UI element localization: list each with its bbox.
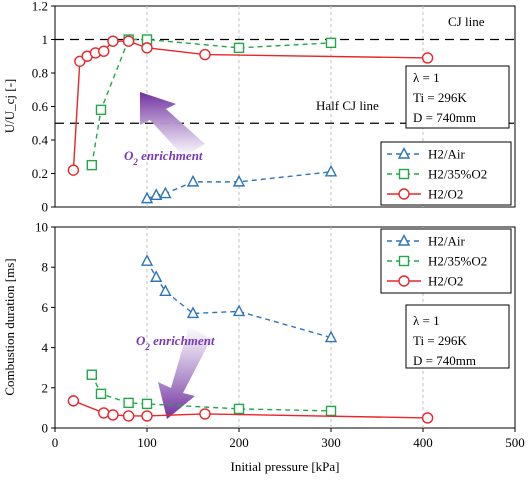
data-point-h2-o2 bbox=[141, 42, 153, 54]
x-tick-label: 0 bbox=[52, 435, 59, 450]
x-tick-label: 500 bbox=[505, 435, 525, 450]
y-tick-label: 0.2 bbox=[32, 166, 48, 181]
data-point-h2-35-o2 bbox=[86, 369, 98, 380]
x-tick-label: 200 bbox=[229, 435, 249, 450]
data-point-h2-o2 bbox=[141, 410, 153, 422]
bottom-y-axis: 0 2 4 6 8 10 bbox=[35, 220, 55, 436]
series-line-h2-air bbox=[146, 171, 332, 200]
data-point-h2-o2 bbox=[107, 35, 119, 47]
top-info-diameter: D = 740mm bbox=[413, 110, 476, 125]
top-y-axis: 0 0.2 0.4 0.6 0.8 1 1.2 bbox=[32, 0, 55, 215]
top-enrichment-label: O2 enrichment bbox=[124, 148, 203, 167]
data-point-h2-air bbox=[186, 174, 200, 187]
top-enrichment-arrow bbox=[140, 92, 205, 157]
top-series bbox=[67, 34, 434, 204]
data-point-h2-air bbox=[186, 306, 200, 319]
top-enrichment-annotation: O2 enrichment bbox=[124, 92, 205, 167]
bottom-x-axis: 0 100 200 300 400 500 bbox=[52, 428, 525, 450]
legend-marker-h2-35-o2 bbox=[398, 168, 410, 180]
data-point-h2-o2 bbox=[122, 35, 135, 47]
data-point-h2-o2 bbox=[421, 412, 434, 424]
top-chart: CJ line Half CJ line O2 enrichment 00.20… bbox=[2, 0, 516, 215]
y-tick-label: 0.6 bbox=[32, 99, 49, 114]
data-point-h2-o2 bbox=[421, 52, 434, 64]
data-point-h2-air bbox=[150, 188, 163, 200]
bottom-plot-frame bbox=[54, 226, 516, 429]
data-point-h2-35-o2 bbox=[95, 388, 107, 400]
top-info-lambda: λ = 1 bbox=[413, 70, 440, 85]
legend-marker-h2-o2 bbox=[398, 188, 410, 200]
data-point-h2-air bbox=[159, 284, 172, 297]
bottom-enrichment-label: O2 enrichment bbox=[136, 333, 215, 352]
top-info-box: λ = 1 Ti = 296K D = 740mm bbox=[405, 65, 510, 129]
data-point-h2-35-o2 bbox=[325, 405, 337, 417]
data-point-h2-air bbox=[140, 254, 154, 266]
series-line-h2-35-o2 bbox=[91, 38, 332, 166]
data-point-h2-air bbox=[140, 191, 154, 204]
bottom-info-diameter: D = 740mm bbox=[413, 353, 476, 368]
bottom-enrichment-arrow bbox=[158, 326, 211, 419]
top-legend: H2/Air H2/35%O2 H2/O2 bbox=[380, 141, 512, 206]
data-point-h2-air bbox=[232, 174, 246, 187]
data-point-h2-o2 bbox=[199, 408, 211, 420]
y-tick-label: 0.4 bbox=[32, 133, 49, 148]
data-point-h2-35-o2 bbox=[141, 398, 153, 410]
legend-label-h2-35-o2: H2/35%O2 bbox=[428, 167, 487, 182]
x-tick-label: 300 bbox=[321, 435, 341, 450]
data-point-h2-o2 bbox=[67, 395, 80, 407]
data-point-h2-air bbox=[159, 186, 172, 199]
legend-marker-h2-air bbox=[397, 146, 411, 159]
data-point-h2-o2 bbox=[107, 409, 119, 421]
legend-label-h2-o2: H2/O2 bbox=[428, 187, 463, 202]
y-tick-label: 0 bbox=[42, 200, 49, 215]
data-point-h2-o2 bbox=[67, 164, 80, 176]
data-point-h2-35-o2 bbox=[233, 403, 245, 415]
y-tick-label: 1 bbox=[42, 32, 49, 47]
bottom-legend: H2/Air H2/35%O2 H2/O2 bbox=[380, 228, 512, 294]
data-point-h2-air bbox=[232, 304, 246, 317]
bottom-chart: O2 enrichment 0 2 4 6 8 10 0 100 200 300 400 500 C… bbox=[2, 220, 525, 475]
y-tick-label: 1.2 bbox=[32, 0, 48, 14]
legend-label-h2-air: H2/Air bbox=[428, 147, 466, 162]
bottom-series bbox=[67, 254, 434, 424]
data-point-h2-35-o2 bbox=[95, 104, 107, 116]
top-info-temperature: Ti = 296K bbox=[413, 90, 467, 105]
legend-label-h2-o2: H2/O2 bbox=[428, 274, 463, 289]
data-point-h2-air bbox=[324, 330, 338, 343]
data-point-h2-air bbox=[150, 270, 163, 282]
data-point-h2-35-o2 bbox=[86, 159, 98, 171]
data-point-h2-35-o2 bbox=[325, 37, 337, 49]
data-point-h2-o2 bbox=[98, 407, 110, 419]
top-y-axis-title: U/U_cj [-] bbox=[2, 79, 17, 134]
y-tick-label: 8 bbox=[42, 260, 49, 275]
y-tick-label: 4 bbox=[42, 340, 49, 355]
legend-marker-h2-air bbox=[397, 233, 411, 246]
bottom-info-lambda: λ = 1 bbox=[413, 313, 440, 328]
data-point-h2-o2 bbox=[199, 48, 211, 61]
y-tick-label: 0 bbox=[42, 421, 49, 436]
y-tick-label: 0.8 bbox=[32, 66, 48, 81]
cj-line-label: CJ line bbox=[448, 14, 485, 29]
data-point-h2-air bbox=[324, 164, 338, 177]
legend-marker-h2-o2 bbox=[398, 275, 410, 287]
bottom-y-axis-title: Combustion duration [ms] bbox=[2, 258, 17, 395]
bottom-info-box: λ = 1 Ti = 296K D = 740mm bbox=[405, 304, 510, 369]
x-tick-label: 400 bbox=[413, 435, 433, 450]
half-cj-line-label: Half CJ line bbox=[316, 98, 379, 113]
y-tick-label: 10 bbox=[35, 220, 48, 235]
bottom-enrichment-annotation: O2 enrichment bbox=[136, 326, 215, 419]
legend-label-h2-air: H2/Air bbox=[428, 234, 466, 249]
y-tick-label: 2 bbox=[42, 380, 49, 395]
legend-label-h2-35-o2: H2/35%O2 bbox=[428, 254, 487, 269]
data-point-h2-o2 bbox=[98, 45, 110, 57]
bottom-info-temperature: Ti = 296K bbox=[413, 333, 467, 348]
bottom-x-axis-title: Initial pressure [kPa] bbox=[230, 459, 339, 474]
y-tick-label: 6 bbox=[42, 300, 49, 315]
data-point-h2-o2 bbox=[122, 410, 135, 422]
legend-marker-h2-35-o2 bbox=[398, 255, 410, 267]
x-tick-label: 100 bbox=[137, 435, 157, 450]
data-point-h2-35-o2 bbox=[123, 397, 134, 409]
data-point-h2-35-o2 bbox=[233, 42, 245, 54]
